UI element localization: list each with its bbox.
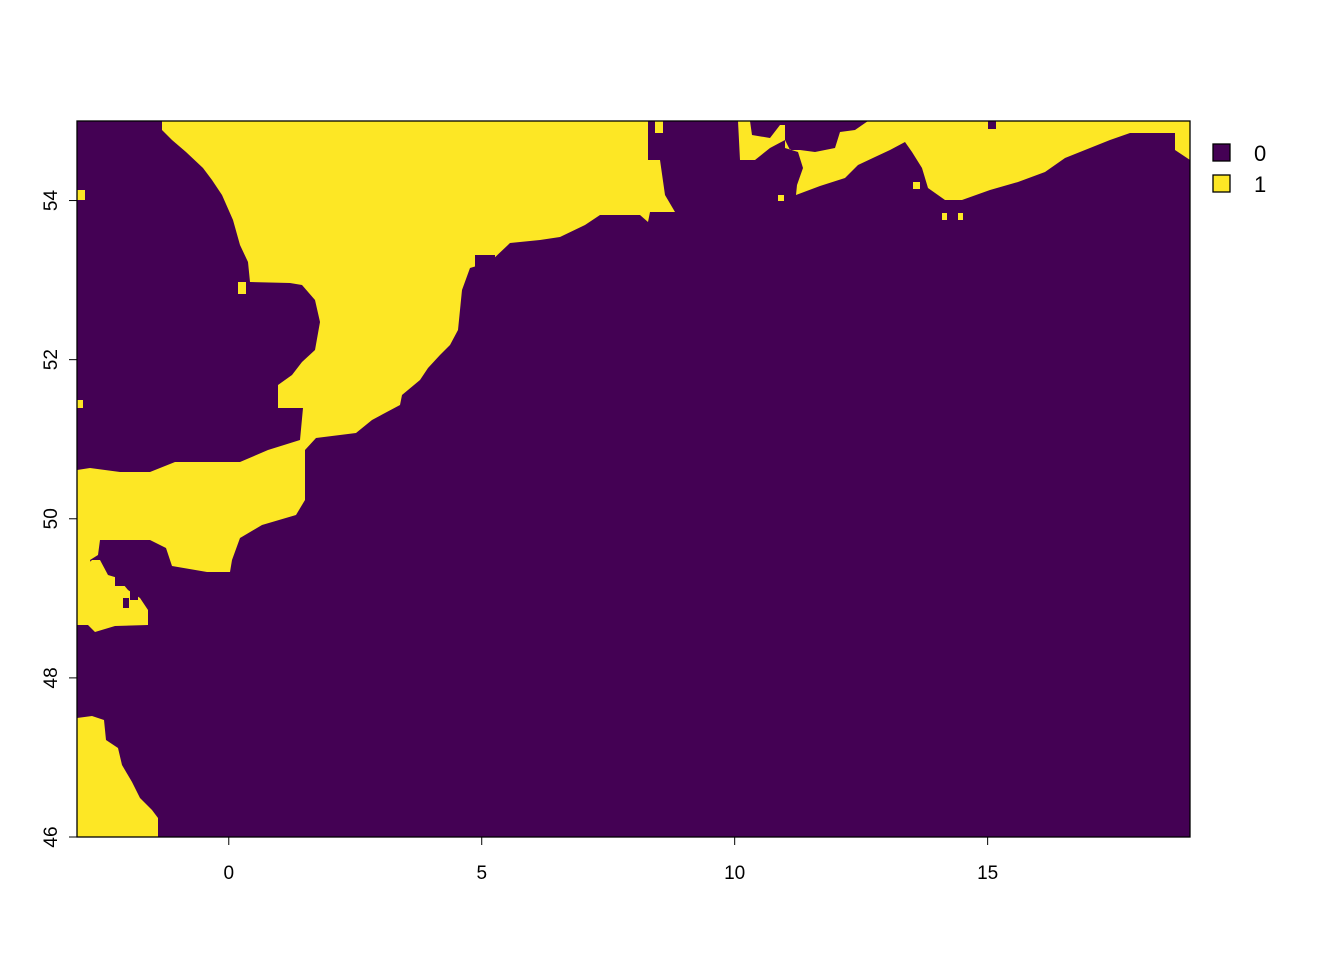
pixel	[988, 121, 996, 129]
raster-class-1-regions	[77, 121, 1190, 837]
legend: 01	[1212, 141, 1266, 197]
pixel	[77, 400, 83, 408]
legend-swatch-1	[1212, 174, 1231, 193]
legend-label-1: 1	[1254, 172, 1266, 197]
y-tick-label: 46	[41, 826, 62, 847]
pixel	[625, 182, 630, 188]
legend-label-0: 0	[1254, 141, 1266, 166]
y-tick-label: 50	[41, 508, 62, 529]
pixel	[130, 580, 138, 600]
legend-swatch-0	[1212, 143, 1231, 162]
y-tick-label: 48	[41, 667, 62, 688]
pixel	[778, 195, 784, 201]
region-brittany	[77, 560, 148, 632]
y-axis: 46 48 50 52 54	[41, 190, 77, 848]
x-tick-label: 5	[476, 863, 487, 884]
plot-frame	[76, 120, 1191, 838]
pixel	[238, 282, 246, 294]
pixel	[913, 182, 920, 189]
pixel	[655, 121, 663, 133]
pixel	[958, 213, 963, 220]
pixel	[475, 255, 495, 275]
y-tick-label: 54	[41, 190, 62, 212]
x-tick-label: 10	[724, 863, 745, 884]
pixel	[942, 213, 947, 220]
pixel	[115, 570, 127, 586]
x-axis: 0 5 10 15	[223, 837, 998, 884]
pixel	[123, 598, 129, 608]
x-tick-label: 15	[977, 863, 998, 884]
x-tick-label: 0	[223, 863, 234, 884]
region-denmark-coast	[738, 121, 1190, 200]
region-bay-of-biscay-coast	[77, 716, 158, 837]
pixel	[77, 190, 85, 200]
raster-class-0-holes	[115, 121, 996, 608]
y-tick-label: 52	[41, 349, 62, 370]
region-north-sea-coast	[77, 121, 675, 600]
